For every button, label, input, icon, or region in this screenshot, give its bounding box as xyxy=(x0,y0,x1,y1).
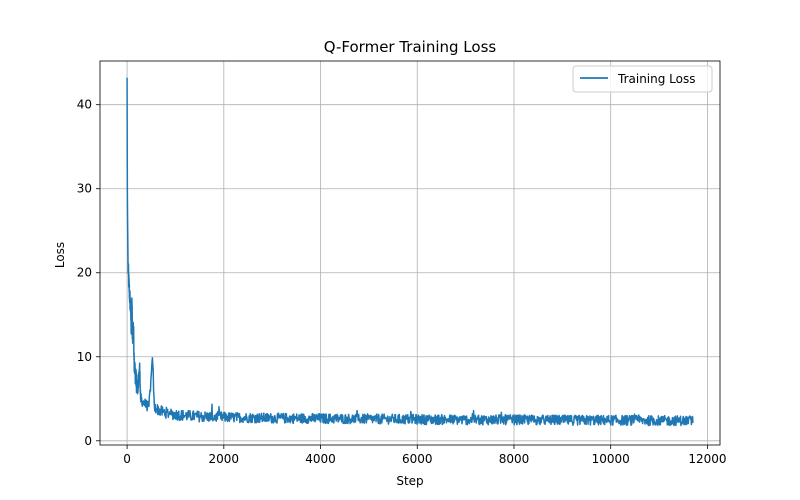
series-layer xyxy=(126,77,694,427)
x-tick-label: 0 xyxy=(123,452,131,466)
y-tick-label: 0 xyxy=(84,434,92,448)
x-tick-label: 10000 xyxy=(592,452,630,466)
y-tick-label: 40 xyxy=(77,98,92,112)
series-line-training-loss xyxy=(126,77,694,427)
y-tick-label: 20 xyxy=(77,266,92,280)
legend: Training Loss xyxy=(572,65,713,93)
y-tick-label: 10 xyxy=(77,350,92,364)
grid xyxy=(100,61,720,445)
y-tick-label: 30 xyxy=(77,182,92,196)
plot-frame xyxy=(99,60,721,446)
legend-box xyxy=(572,65,713,93)
x-tick-label: 8000 xyxy=(499,452,530,466)
chart-title: Q-Former Training Loss xyxy=(324,38,497,56)
x-tick-label: 6000 xyxy=(402,452,433,466)
y-axis-label: Loss xyxy=(53,242,67,268)
tick-labels: 0 2000 4000 6000 8000 10000 12000 0 10 20 30 40 xyxy=(77,98,727,466)
x-tick-label: 4000 xyxy=(305,452,336,466)
axes xyxy=(96,60,721,449)
x-axis-label: Step xyxy=(396,474,423,488)
x-tick-label: 12000 xyxy=(688,452,726,466)
legend-label-training-loss: Training Loss xyxy=(617,72,695,86)
x-tick-label: 2000 xyxy=(209,452,240,466)
